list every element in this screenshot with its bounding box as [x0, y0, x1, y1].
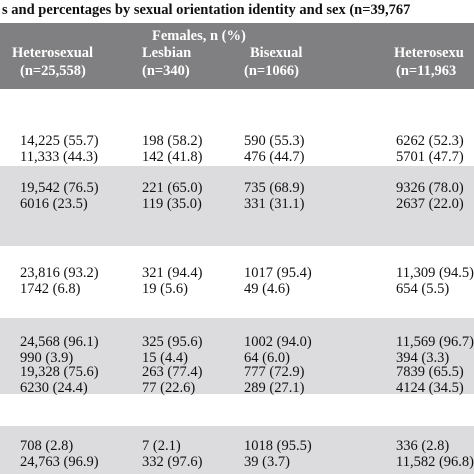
table-cell: 11,569 (96.7) [396, 334, 474, 350]
table-cell: 198 (58.2) [142, 133, 203, 149]
table-cell: 777 (72.9) [244, 364, 305, 380]
table-cell: 49 (4.6) [244, 281, 290, 297]
table-cell: 24,763 (96.9) [20, 454, 99, 470]
table-cell: 6262 (52.3) [396, 133, 464, 149]
table-cell: 735 (68.9) [244, 180, 305, 196]
col-n-bisexual: (n=1066) [244, 63, 299, 79]
table-header: Females, n (%) Heterosexual (n=25,558) L… [0, 23, 474, 89]
table-cell: 1002 (94.0) [244, 334, 312, 350]
row-group: 14,225 (55.7) 198 (58.2) 590 (55.3) 6262… [0, 89, 474, 166]
table-cell: 14,225 (55.7) [20, 133, 99, 149]
table-cell: 221 (65.0) [142, 180, 203, 196]
table-cell: 11,582 (96.8) [396, 454, 474, 470]
col-header-bisexual: Bisexual [250, 45, 303, 61]
table-cell: 2637 (22.0) [396, 196, 464, 212]
table-cell: 476 (44.7) [244, 149, 305, 165]
table-cell: 64 (6.0) [244, 350, 290, 366]
table-cell: 4124 (34.5) [396, 380, 464, 396]
table-cell: 119 (35.0) [142, 196, 202, 212]
table-cell: 331 (31.1) [244, 196, 305, 212]
row-group: 708 (2.8) 7 (2.1) 1018 (95.5) 336 (2.8) … [0, 426, 474, 474]
group-header-females: Females, n (%) [152, 28, 246, 44]
col-header-heterosexual-male: Heterosexu [394, 45, 464, 61]
col-header-heterosexual-female: Heterosexual [12, 45, 94, 61]
table-cell: 19,328 (75.6) [20, 364, 99, 380]
row-group [0, 394, 474, 424]
table-cell: 321 (94.4) [142, 265, 203, 281]
table-cell: 19,542 (76.5) [20, 180, 99, 196]
table-cell: 708 (2.8) [20, 438, 74, 454]
table-cell: 39 (3.7) [244, 454, 290, 470]
table-cell: 1017 (95.4) [244, 265, 312, 281]
col-n-heterosexual-male: (n=11,963 [396, 63, 457, 79]
table-cell: 263 (77.4) [142, 364, 203, 380]
table-cell: 24,568 (96.1) [20, 334, 99, 350]
table-cell: 23,816 (93.2) [20, 265, 99, 281]
table-cell: 7839 (65.5) [396, 364, 464, 380]
table-caption: s and percentages by sexual orientation … [2, 2, 411, 18]
table-cell: 15 (4.4) [142, 350, 188, 366]
table-cell: 142 (41.8) [142, 149, 203, 165]
table-cell: 590 (55.3) [244, 133, 305, 149]
row-group: 24,568 (96.1) 325 (95.6) 1002 (94.0) 11,… [0, 318, 474, 394]
table-cell: 1742 (6.8) [20, 281, 81, 297]
table-cell: 19 (5.6) [142, 281, 188, 297]
table-cell: 990 (3.9) [20, 350, 74, 366]
row-group: 19,542 (76.5) 221 (65.0) 735 (68.9) 9326… [0, 166, 474, 246]
table-cell: 289 (27.1) [244, 380, 305, 396]
table-cell: 11,309 (94.5) [396, 265, 474, 281]
col-n-heterosexual-female: (n=25,558) [20, 63, 86, 79]
table-cell: 6230 (24.4) [20, 380, 88, 396]
table-cell: 77 (22.6) [142, 380, 196, 396]
table-cell: 394 (3.3) [396, 350, 450, 366]
table-cell: 325 (95.6) [142, 334, 203, 350]
table-cell: 1018 (95.5) [244, 438, 312, 454]
col-n-lesbian: (n=340) [142, 63, 190, 79]
row-group: 23,816 (93.2) 321 (94.4) 1017 (95.4) 11,… [0, 246, 474, 318]
table-cell: 11,333 (44.3) [20, 149, 98, 165]
table-cell: 332 (97.6) [142, 454, 203, 470]
table-cell: 9326 (78.0) [396, 180, 464, 196]
table-cell: 654 (5.5) [396, 281, 450, 297]
table-cell: 5701 (47.7) [396, 149, 464, 165]
table-cell: 7 (2.1) [142, 438, 181, 454]
table-cell: 6016 (23.5) [20, 196, 88, 212]
table-cell: 336 (2.8) [396, 438, 450, 454]
col-header-lesbian: Lesbian [142, 45, 192, 61]
